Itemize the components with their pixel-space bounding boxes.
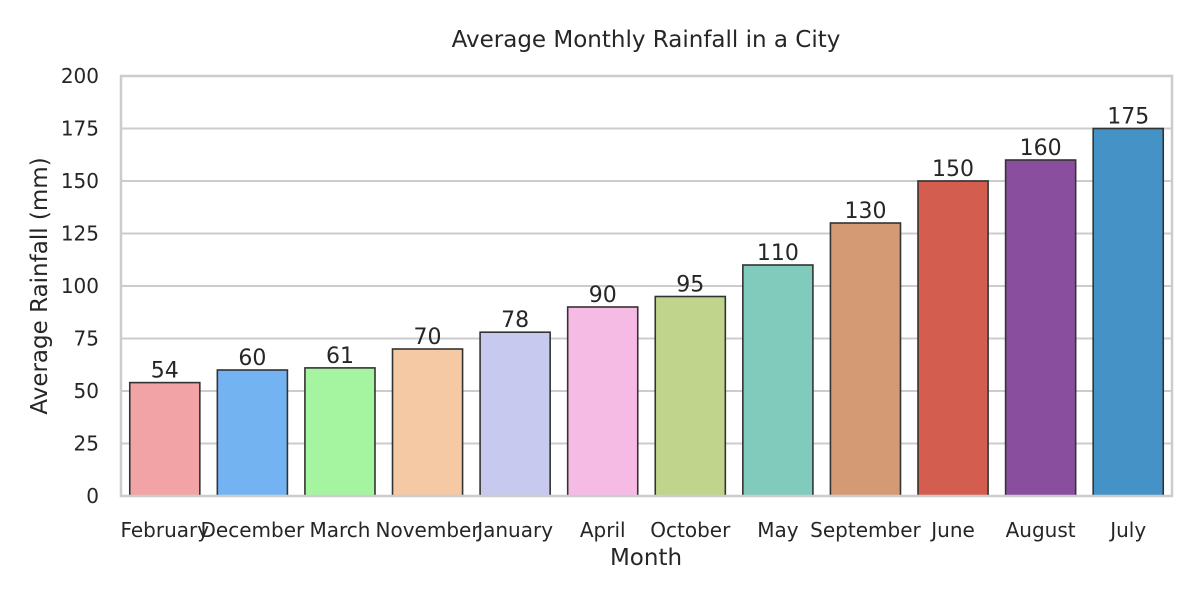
bar-value-label: 150 (932, 157, 974, 182)
x-tick-label: January (475, 518, 553, 542)
x-tick-label: May (757, 518, 799, 542)
bar-value-label: 90 (589, 283, 617, 308)
y-tick-label: 0 (86, 484, 99, 508)
x-tick-label: September (810, 518, 921, 542)
y-tick-label: 200 (61, 64, 99, 88)
chart-title: Average Monthly Rainfall in a City (452, 27, 841, 53)
x-tick-label: December (201, 518, 305, 542)
x-tick-label: November (376, 518, 481, 542)
x-tick-label: July (1108, 518, 1146, 542)
bar-december (216, 369, 289, 497)
y-tick-label: 50 (74, 379, 99, 403)
y-tick-label: 175 (61, 117, 99, 141)
bar-february (128, 381, 201, 497)
bar-may (742, 264, 814, 497)
bar-value-label: 175 (1107, 105, 1149, 130)
bar-value-label: 61 (326, 344, 354, 369)
bar-october (654, 295, 727, 497)
bar-april (566, 306, 639, 497)
x-tick-label: April (580, 518, 626, 542)
bar-june (917, 180, 989, 497)
bar-november (391, 348, 464, 497)
x-tick-label: October (650, 518, 731, 542)
plot-frame (119, 74, 1174, 498)
bar-value-label: 95 (676, 273, 704, 298)
bar-january (479, 331, 551, 497)
bar-value-labels: 54 60 61 70 78 90 95 110 130 150 160 175 (151, 105, 1149, 384)
x-tick-label: June (929, 518, 975, 542)
y-tick-label: 150 (61, 169, 99, 193)
bar-value-label: 110 (757, 241, 799, 266)
bar-value-label: 54 (151, 359, 179, 384)
bar-july (1092, 127, 1165, 497)
y-tick-label: 75 (74, 327, 99, 351)
bar-august (1004, 159, 1077, 497)
x-tick-label: August (1006, 518, 1076, 542)
x-tick-label: February (120, 518, 209, 542)
bar-value-label: 130 (844, 199, 886, 224)
bar-september (829, 222, 902, 497)
x-axis-label: Month (610, 545, 682, 571)
bar-march (304, 367, 376, 497)
bars (128, 127, 1165, 497)
bar-value-label: 160 (1020, 136, 1062, 161)
bar-value-label: 78 (501, 308, 529, 333)
y-axis-label: Average Rainfall (mm) (27, 157, 53, 414)
y-tick-label: 25 (74, 432, 99, 456)
bar-value-label: 60 (238, 346, 266, 371)
x-tick-label: March (309, 518, 370, 542)
y-tick-label: 125 (61, 222, 99, 246)
bar-value-label: 70 (414, 325, 442, 350)
y-tick-label: 100 (61, 274, 99, 298)
y-tick-labels: 0 25 50 75 100 125 150 175 200 (61, 64, 99, 508)
